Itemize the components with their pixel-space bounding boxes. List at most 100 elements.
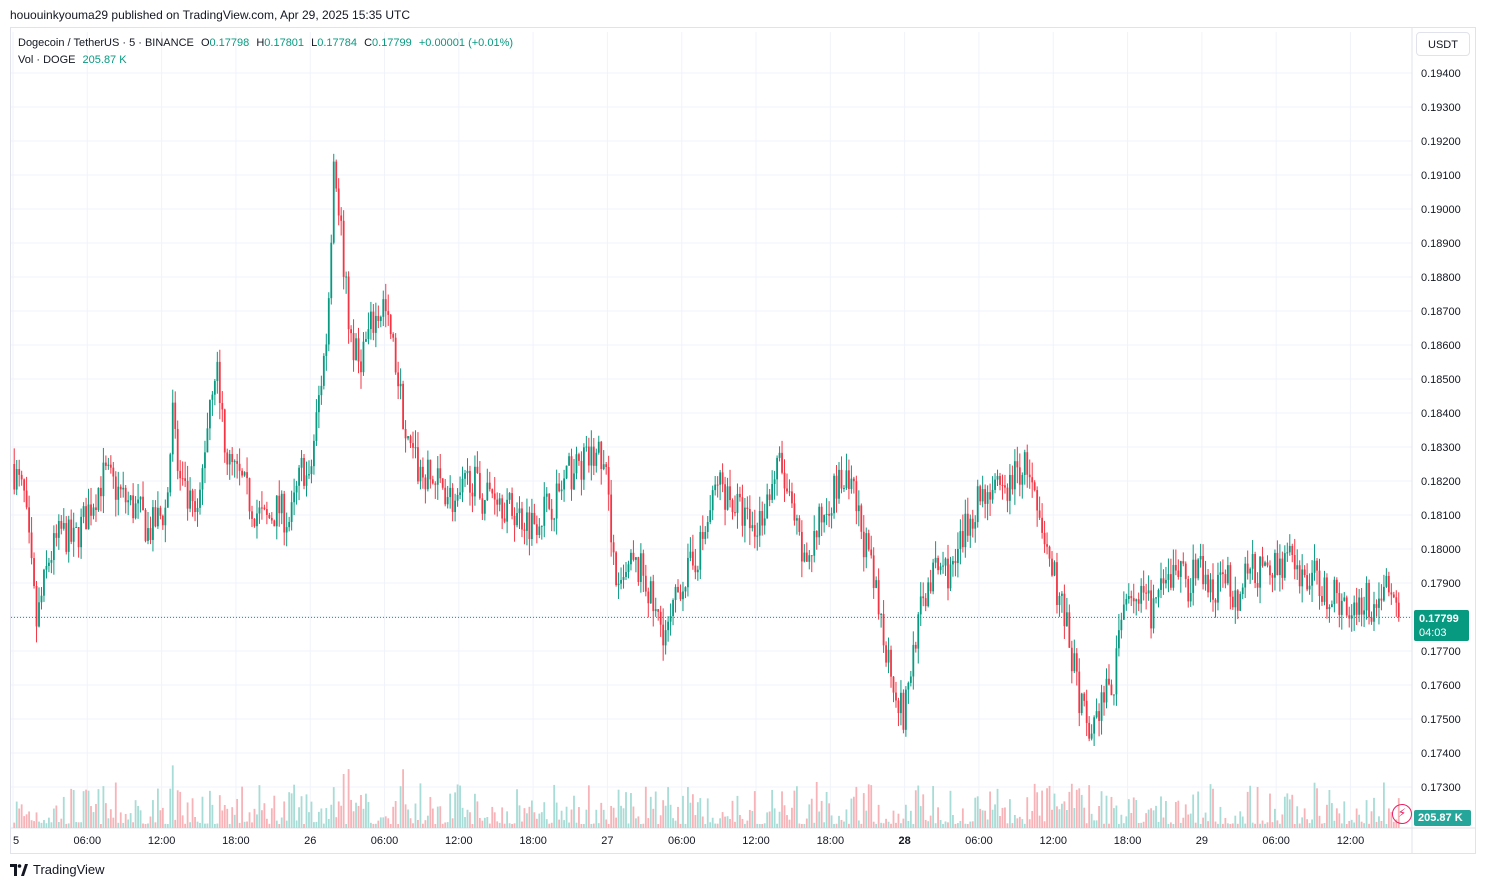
volume-bar: [90, 806, 92, 828]
candle-body: [711, 490, 714, 511]
lightning-icon[interactable]: ⚡: [1392, 804, 1412, 824]
volume-bar: [677, 806, 679, 828]
candle-body: [828, 513, 831, 516]
volume-bar: [1085, 823, 1088, 828]
candle-body: [696, 569, 699, 573]
volume-bar: [1291, 794, 1294, 828]
x-tick-label: 12:00: [148, 835, 176, 847]
candle-body: [1368, 582, 1370, 618]
volume-bar: [360, 794, 362, 828]
volume-bar: [756, 823, 759, 828]
volume-bar: [1229, 823, 1232, 828]
candle-body: [506, 499, 509, 522]
candle-body: [161, 515, 164, 526]
footer-brand-text: TradingView: [33, 862, 105, 877]
candle-body: [1343, 597, 1346, 601]
candle-body: [104, 462, 107, 466]
candle-body: [389, 314, 392, 335]
candle-body: [65, 523, 68, 552]
volume-bar: [803, 823, 806, 828]
volume-bar: [295, 820, 298, 828]
volume-bar: [315, 821, 318, 828]
candle-body: [1204, 574, 1207, 585]
volume-bar: [763, 823, 766, 828]
legend-volume-row: Vol · DOGE 205.87 K: [18, 52, 517, 69]
volume-bar: [867, 784, 870, 828]
volume-bar: [1046, 788, 1048, 828]
candle-body: [637, 557, 640, 582]
volume-bar: [1368, 823, 1370, 828]
candle-body: [1026, 452, 1029, 475]
candle-body: [1001, 484, 1004, 486]
volume-bar: [1194, 822, 1197, 828]
x-tick-label: 27: [601, 835, 613, 847]
volume-bar: [1222, 823, 1224, 828]
volume-bar: [892, 810, 895, 828]
volume-bar: [1199, 823, 1202, 828]
candle-body: [171, 402, 174, 455]
currency-button[interactable]: USDT: [1416, 32, 1470, 56]
volume-bar: [1226, 823, 1229, 828]
candle-body: [1358, 597, 1361, 615]
candle-body: [474, 466, 476, 497]
volume-bar: [367, 802, 370, 828]
candle-body: [763, 518, 766, 526]
candle-body: [298, 467, 300, 486]
candle-body: [206, 428, 209, 453]
volume-bar: [578, 807, 580, 828]
volume-bar: [652, 808, 655, 828]
candle-body: [1301, 569, 1304, 587]
candle-body: [709, 510, 712, 523]
volume-bar: [1383, 782, 1385, 828]
volume-bar: [1259, 823, 1261, 828]
volume-bar: [261, 810, 263, 828]
candle-body: [543, 496, 546, 526]
candle-body: [1135, 599, 1138, 602]
volume-bar: [308, 812, 310, 828]
candle-body: [1105, 678, 1108, 703]
volume-bar: [1256, 786, 1259, 828]
candle-body: [679, 592, 682, 600]
candle-body: [1157, 589, 1160, 598]
volume-bar: [1130, 812, 1133, 828]
candle-body: [62, 523, 65, 529]
candle-body: [315, 412, 318, 441]
volume-bar: [283, 801, 286, 828]
volume-bar: [545, 819, 548, 828]
candle-body: [892, 676, 895, 693]
candle-body: [48, 562, 50, 566]
candle-body: [917, 614, 920, 649]
volume-bar: [156, 788, 159, 828]
volume-bar: [206, 823, 209, 828]
candle-body: [902, 692, 905, 730]
footer-brand[interactable]: TradingView: [10, 862, 105, 877]
volume-bar: [1296, 806, 1299, 828]
candle-body: [1293, 555, 1296, 570]
volume-bar: [335, 817, 338, 828]
candle-body: [890, 649, 892, 677]
candle-body: [758, 511, 761, 536]
candle-body: [582, 447, 585, 480]
candle-body: [256, 513, 258, 527]
candle-body: [538, 526, 541, 535]
volume-bar: [1207, 821, 1209, 828]
candle-body: [773, 479, 776, 484]
volume-bar: [932, 786, 935, 828]
volume-bar: [62, 796, 65, 828]
volume-bar: [1276, 820, 1279, 828]
y-tick-label: 0.18400: [1421, 408, 1461, 420]
candle-body: [204, 452, 206, 469]
candle-body: [887, 649, 890, 663]
volume-bar: [1345, 823, 1348, 828]
candle-body: [156, 507, 159, 527]
candle-body: [1033, 482, 1036, 491]
volume-bar: [986, 819, 989, 828]
candle-body: [1172, 564, 1175, 588]
x-tick-label: 06:00: [74, 835, 102, 847]
candle-body: [1194, 559, 1197, 579]
volume-bar: [95, 803, 97, 828]
volume-bar: [1293, 823, 1296, 828]
candle-body: [776, 457, 778, 480]
candle-body: [1125, 599, 1128, 605]
